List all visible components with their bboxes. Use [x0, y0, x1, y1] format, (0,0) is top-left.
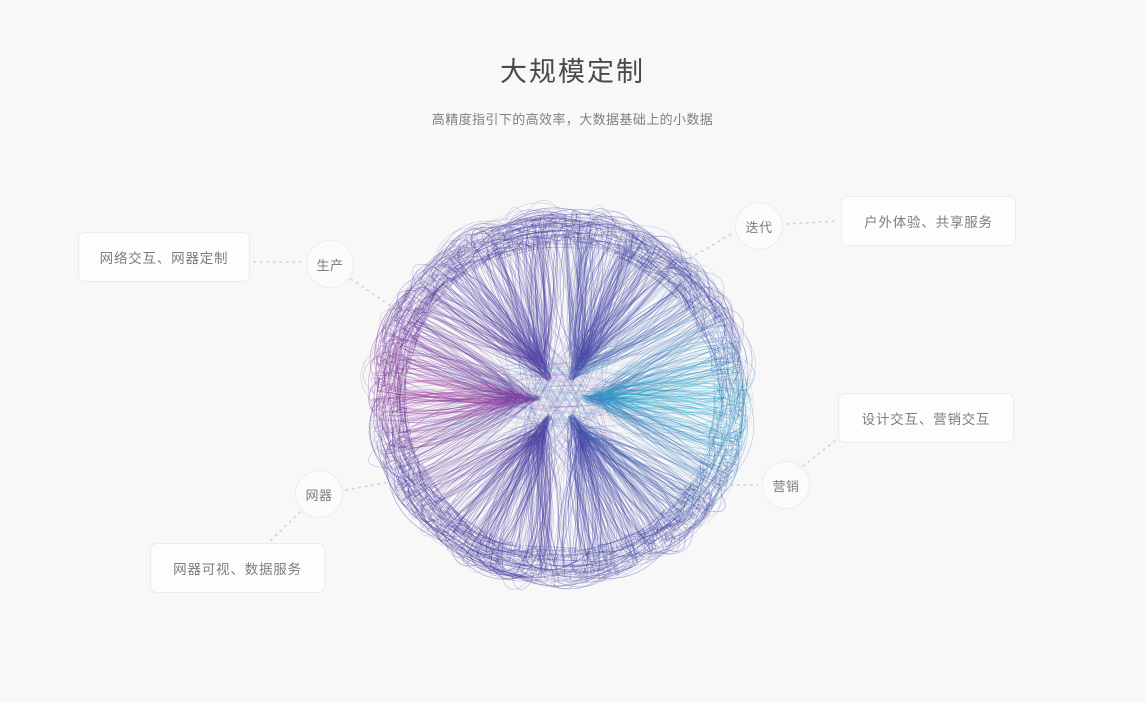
- label-box-marketing-text: 设计交互、营销交互: [861, 412, 991, 427]
- connector-iteration-to-box: [786, 220, 838, 225]
- node-device[interactable]: 网器: [295, 470, 343, 518]
- network-sphere-svg: [360, 199, 756, 591]
- label-box-device-text: 网器可视、数据服务: [173, 562, 302, 577]
- label-box-marketing[interactable]: 设计交互、营销交互: [838, 393, 1014, 443]
- connector-device-to-box: [267, 511, 301, 544]
- node-device-label: 网器: [305, 487, 333, 503]
- node-marketing[interactable]: 营销: [762, 461, 810, 509]
- label-box-iteration[interactable]: 户外体验、共享服务: [841, 196, 1016, 246]
- connector-device-to-core: [345, 481, 391, 491]
- label-box-production[interactable]: 网络交互、网器定制: [78, 232, 250, 282]
- node-production-label: 生产: [316, 257, 344, 273]
- label-box-iteration-text: 户外体验、共享服务: [864, 215, 993, 230]
- node-marketing-label: 营销: [772, 478, 800, 494]
- node-production[interactable]: 生产: [306, 240, 354, 288]
- node-iteration-label: 迭代: [745, 219, 773, 235]
- network-sphere-visual: [355, 198, 765, 602]
- node-iteration[interactable]: 迭代: [735, 202, 783, 250]
- connector-core-to-iteration: [689, 232, 734, 259]
- label-box-production-text: 网络交互、网器定制: [99, 251, 229, 266]
- connector-marketing-to-box: [802, 436, 841, 467]
- label-box-device[interactable]: 网器可视、数据服务: [150, 543, 325, 593]
